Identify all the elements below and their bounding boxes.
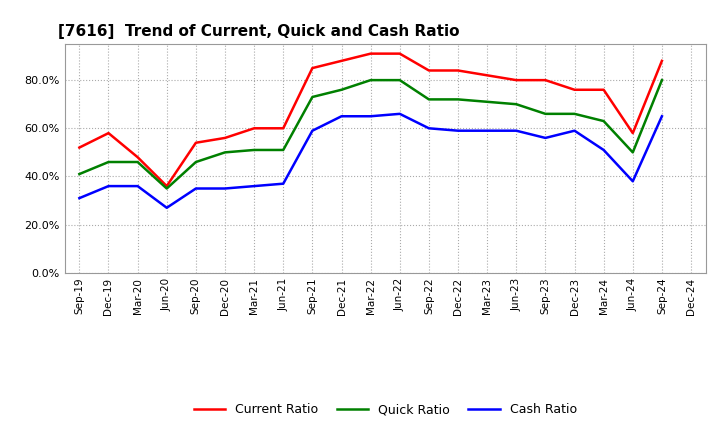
Current Ratio <box>629 131 637 136</box>
Cash Ratio <box>657 114 666 119</box>
Quick Ratio <box>629 150 637 155</box>
Current Ratio <box>104 131 113 136</box>
Current Ratio <box>454 68 462 73</box>
Current Ratio <box>366 51 375 56</box>
Quick Ratio <box>366 77 375 83</box>
Current Ratio <box>599 87 608 92</box>
Line: Quick Ratio: Quick Ratio <box>79 80 662 188</box>
Current Ratio <box>163 183 171 189</box>
Cash Ratio <box>425 126 433 131</box>
Current Ratio <box>279 126 287 131</box>
Current Ratio <box>657 58 666 63</box>
Cash Ratio <box>629 179 637 184</box>
Current Ratio <box>75 145 84 150</box>
Cash Ratio <box>75 195 84 201</box>
Current Ratio <box>570 87 579 92</box>
Current Ratio <box>308 66 317 71</box>
Cash Ratio <box>483 128 492 133</box>
Quick Ratio <box>512 102 521 107</box>
Quick Ratio <box>657 77 666 83</box>
Quick Ratio <box>250 147 258 153</box>
Quick Ratio <box>133 159 142 165</box>
Line: Current Ratio: Current Ratio <box>79 54 662 186</box>
Cash Ratio <box>570 128 579 133</box>
Quick Ratio <box>483 99 492 104</box>
Current Ratio <box>250 126 258 131</box>
Current Ratio <box>425 68 433 73</box>
Cash Ratio <box>220 186 229 191</box>
Quick Ratio <box>279 147 287 153</box>
Cash Ratio <box>308 128 317 133</box>
Cash Ratio <box>250 183 258 189</box>
Current Ratio <box>133 154 142 160</box>
Quick Ratio <box>541 111 550 117</box>
Cash Ratio <box>395 111 404 117</box>
Quick Ratio <box>570 111 579 117</box>
Quick Ratio <box>395 77 404 83</box>
Cash Ratio <box>104 183 113 189</box>
Cash Ratio <box>599 147 608 153</box>
Quick Ratio <box>163 186 171 191</box>
Cash Ratio <box>454 128 462 133</box>
Cash Ratio <box>279 181 287 186</box>
Current Ratio <box>337 58 346 63</box>
Quick Ratio <box>337 87 346 92</box>
Legend: Current Ratio, Quick Ratio, Cash Ratio: Current Ratio, Quick Ratio, Cash Ratio <box>189 398 582 421</box>
Quick Ratio <box>75 172 84 177</box>
Current Ratio <box>192 140 200 145</box>
Cash Ratio <box>337 114 346 119</box>
Quick Ratio <box>425 97 433 102</box>
Cash Ratio <box>133 183 142 189</box>
Quick Ratio <box>104 159 113 165</box>
Current Ratio <box>220 135 229 140</box>
Cash Ratio <box>512 128 521 133</box>
Cash Ratio <box>541 135 550 140</box>
Cash Ratio <box>192 186 200 191</box>
Quick Ratio <box>192 159 200 165</box>
Quick Ratio <box>599 118 608 124</box>
Current Ratio <box>483 73 492 78</box>
Line: Cash Ratio: Cash Ratio <box>79 114 662 208</box>
Current Ratio <box>541 77 550 83</box>
Quick Ratio <box>308 94 317 99</box>
Cash Ratio <box>366 114 375 119</box>
Text: [7616]  Trend of Current, Quick and Cash Ratio: [7616] Trend of Current, Quick and Cash … <box>58 24 460 39</box>
Current Ratio <box>512 77 521 83</box>
Quick Ratio <box>220 150 229 155</box>
Current Ratio <box>395 51 404 56</box>
Quick Ratio <box>454 97 462 102</box>
Cash Ratio <box>163 205 171 210</box>
